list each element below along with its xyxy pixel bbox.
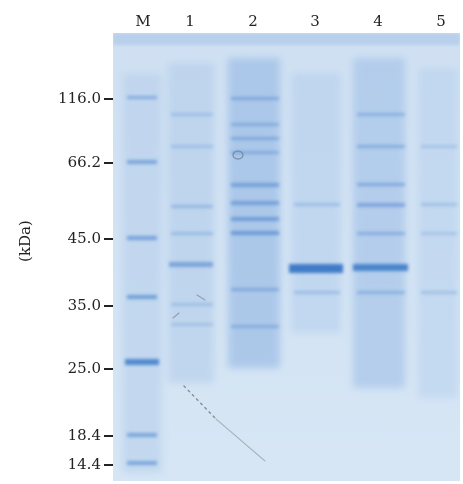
lane5-band (421, 203, 457, 206)
gel-background (113, 33, 460, 481)
lane1-band (171, 303, 213, 306)
lane5-band (421, 291, 457, 294)
lane2-band (231, 231, 279, 235)
gel-well-edge (113, 33, 460, 45)
gel-scratch (215, 418, 266, 462)
marker-label-35: 35.0 (67, 296, 101, 314)
marker-tick-66 (104, 162, 118, 164)
lane-label-1: 1 (185, 12, 195, 30)
lane2-band (231, 288, 279, 291)
lane1-band (171, 113, 213, 116)
lane-label-5: 5 (436, 12, 446, 30)
lane-smear-1 (168, 63, 214, 383)
marker-band-14 (127, 461, 157, 465)
lane1-band (171, 323, 213, 326)
lane4-band (357, 113, 405, 116)
marker-label-18: 18.4 (67, 426, 101, 444)
lane2-band (231, 217, 279, 221)
gel-scratch (183, 385, 217, 420)
marker-tick-35 (104, 305, 118, 307)
lane-smear-4 (353, 58, 405, 388)
lane4-band (357, 203, 405, 207)
lane3-band (294, 291, 340, 294)
marker-label-66: 66.2 (67, 153, 101, 171)
marker-band-18 (127, 433, 157, 437)
gel-bubble (232, 150, 244, 160)
lane2-band (231, 137, 279, 140)
lane1-band (171, 145, 213, 148)
lane-label-3: 3 (310, 12, 320, 30)
unit-label: (kDa) (16, 220, 34, 262)
lane-label-2: 2 (248, 12, 258, 30)
lane-label-marker: M (135, 12, 151, 30)
marker-tick-25 (104, 368, 118, 370)
lane3-band-main (289, 264, 343, 273)
lane4-band (357, 232, 405, 235)
marker-band-66 (127, 160, 157, 164)
marker-label-14: 14.4 (67, 455, 101, 473)
marker-label-25: 25.0 (67, 359, 101, 377)
lane4-band-main (353, 264, 408, 271)
lane5-band (421, 145, 457, 148)
marker-label-45: 45.0 (67, 229, 101, 247)
lane-smear-2 (228, 58, 280, 368)
lane2-band (231, 183, 279, 187)
lane4-band (357, 145, 405, 148)
marker-band-45 (127, 236, 157, 240)
lane2-band (231, 123, 279, 126)
lane2-band (231, 151, 279, 154)
lane3-band (294, 203, 340, 206)
gel-scratch (196, 294, 206, 301)
lane5-band (421, 232, 457, 235)
lane2-band (231, 201, 279, 205)
lane-smear-marker (122, 73, 162, 473)
marker-tick-18 (104, 435, 118, 437)
marker-tick-14 (104, 464, 118, 466)
lane1-band (171, 205, 213, 208)
marker-label-116: 116.0 (58, 89, 101, 107)
lane2-band (231, 97, 279, 100)
lane1-band (169, 262, 213, 267)
lane2-band (231, 325, 279, 328)
marker-band-35 (127, 295, 157, 299)
marker-tick-116 (104, 98, 118, 100)
marker-tick-45 (104, 238, 118, 240)
lane4-band (357, 291, 405, 294)
marker-band-116 (127, 96, 157, 99)
lane-label-4: 4 (373, 12, 383, 30)
lane1-band (171, 232, 213, 235)
marker-band-25 (125, 359, 159, 365)
lane4-band (357, 183, 405, 186)
gel-scratch (172, 312, 180, 319)
gel-image (113, 33, 460, 481)
